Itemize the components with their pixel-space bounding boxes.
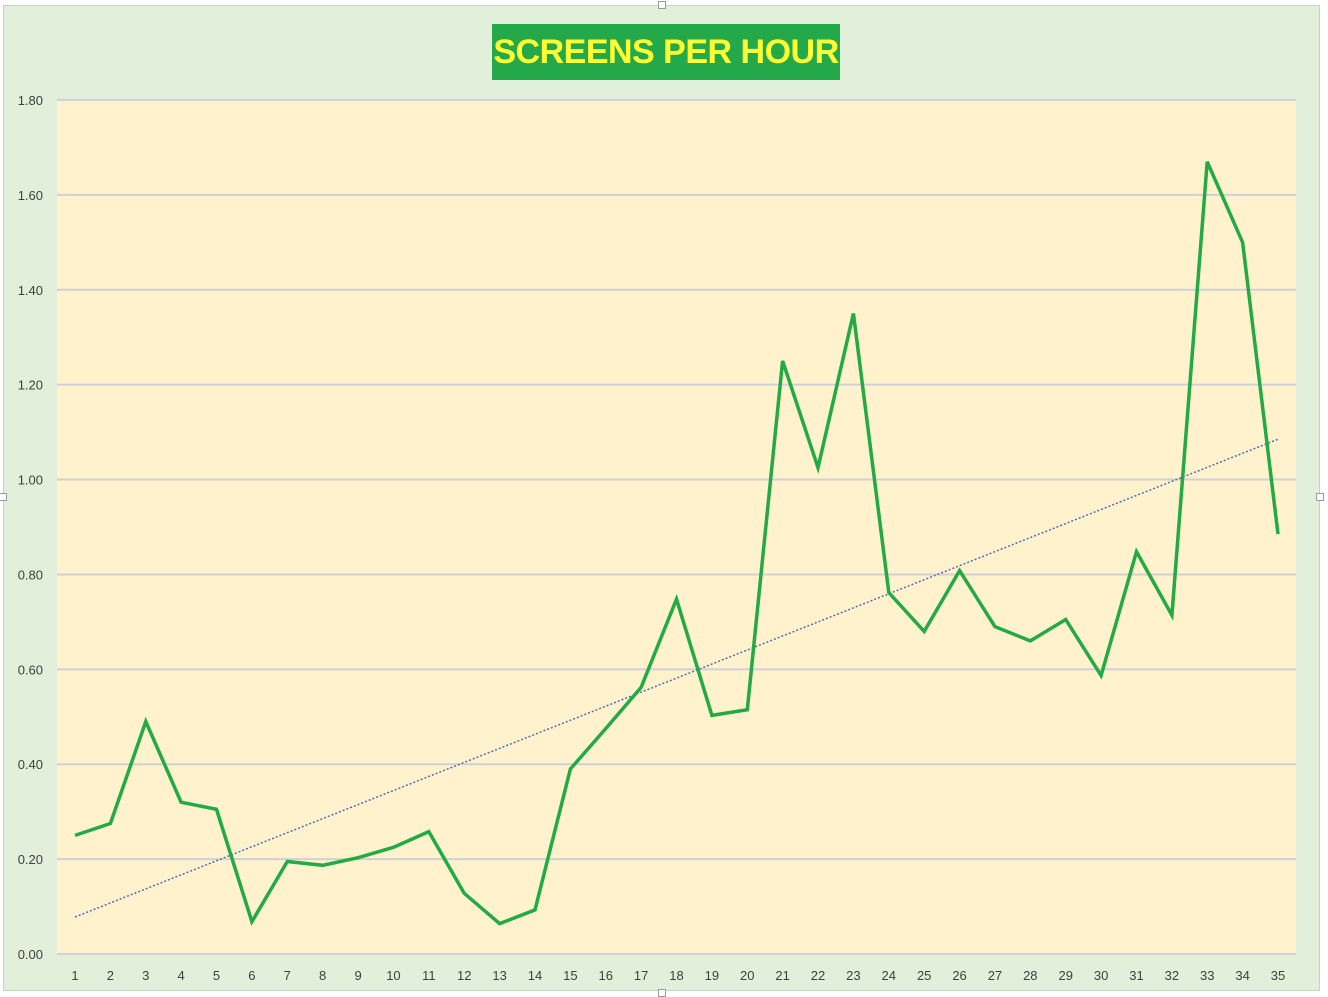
y-axis-tick-labels: 0.00 0.20 0.40 0.60 0.80 1.00 1.20 1.40 1.60 1.80 bbox=[18, 93, 43, 962]
data-point[interactable] bbox=[779, 357, 787, 365]
data-point[interactable] bbox=[1239, 238, 1247, 246]
data-point[interactable] bbox=[142, 718, 150, 726]
x-tick-label: 10 bbox=[386, 968, 400, 983]
y-tick-label: 0.20 bbox=[18, 852, 43, 867]
x-tick-label: 9 bbox=[354, 968, 361, 983]
data-point[interactable] bbox=[1203, 158, 1211, 166]
resize-handle-left[interactable] bbox=[0, 493, 7, 501]
data-point[interactable] bbox=[106, 820, 114, 828]
data-point[interactable] bbox=[708, 711, 716, 719]
data-point[interactable] bbox=[743, 706, 751, 714]
x-tick-label: 15 bbox=[563, 968, 577, 983]
data-point[interactable] bbox=[460, 889, 468, 897]
y-tick-label: 1.00 bbox=[18, 473, 43, 488]
data-point[interactable] bbox=[71, 831, 79, 839]
x-tick-label: 4 bbox=[178, 968, 185, 983]
x-tick-label: 11 bbox=[422, 968, 436, 983]
y-tick-label: 0.60 bbox=[18, 662, 43, 677]
gridlines bbox=[57, 99, 1296, 955]
x-tick-label: 25 bbox=[917, 968, 931, 983]
x-tick-label: 6 bbox=[248, 968, 255, 983]
data-point[interactable] bbox=[177, 798, 185, 806]
data-point[interactable] bbox=[213, 805, 221, 813]
x-tick-label: 30 bbox=[1094, 968, 1108, 983]
x-axis-tick-labels: 1 2 3 4 5 6 7 8 9 10 11 12 13 14 15 16 17 18 19 20 21 22 23 24 2… bbox=[71, 968, 1285, 983]
x-tick-label: 3 bbox=[142, 968, 149, 983]
data-point[interactable] bbox=[319, 861, 327, 869]
x-tick-label: 14 bbox=[528, 968, 542, 983]
data-point[interactable] bbox=[637, 683, 645, 691]
data-point[interactable] bbox=[1097, 672, 1105, 680]
resize-handle-right[interactable] bbox=[1316, 493, 1324, 501]
x-tick-label: 12 bbox=[457, 968, 471, 983]
x-tick-label: 1 bbox=[71, 968, 78, 983]
data-point[interactable] bbox=[425, 828, 433, 836]
x-tick-label: 16 bbox=[599, 968, 613, 983]
data-point[interactable] bbox=[814, 464, 822, 472]
data-point[interactable] bbox=[602, 725, 610, 733]
y-tick-label: 1.40 bbox=[18, 283, 43, 298]
y-tick-label: 1.20 bbox=[18, 378, 43, 393]
data-point[interactable] bbox=[496, 920, 504, 928]
x-tick-label: 8 bbox=[319, 968, 326, 983]
x-tick-label: 26 bbox=[952, 968, 966, 983]
data-point[interactable] bbox=[885, 588, 893, 596]
data-point[interactable] bbox=[354, 854, 362, 862]
x-tick-label: 23 bbox=[846, 968, 860, 983]
series-layer bbox=[71, 158, 1282, 928]
x-tick-label: 7 bbox=[284, 968, 291, 983]
data-point[interactable] bbox=[991, 623, 999, 631]
x-tick-label: 22 bbox=[811, 968, 825, 983]
x-tick-label: 32 bbox=[1165, 968, 1179, 983]
data-point[interactable] bbox=[1062, 616, 1070, 624]
x-tick-label: 18 bbox=[669, 968, 683, 983]
data-point[interactable] bbox=[1168, 611, 1176, 619]
x-tick-label: 13 bbox=[492, 968, 506, 983]
y-tick-label: 1.80 bbox=[18, 93, 43, 108]
x-tick-label: 33 bbox=[1200, 968, 1214, 983]
data-point[interactable] bbox=[389, 843, 397, 851]
chart-title[interactable]: SCREENS PER HOUR bbox=[492, 24, 840, 80]
x-tick-label: 31 bbox=[1129, 968, 1143, 983]
x-tick-label: 19 bbox=[705, 968, 719, 983]
x-tick-label: 17 bbox=[634, 968, 648, 983]
data-point[interactable] bbox=[1026, 637, 1034, 645]
y-tick-label: 1.60 bbox=[18, 188, 43, 203]
x-tick-label: 29 bbox=[1058, 968, 1072, 983]
data-point[interactable] bbox=[673, 595, 681, 603]
y-tick-label: 0.40 bbox=[18, 757, 43, 772]
x-tick-label: 2 bbox=[107, 968, 114, 983]
y-tick-label: 0.80 bbox=[18, 567, 43, 582]
x-tick-label: 20 bbox=[740, 968, 754, 983]
data-point[interactable] bbox=[849, 310, 857, 318]
data-point[interactable] bbox=[956, 567, 964, 575]
data-point[interactable] bbox=[248, 918, 256, 926]
x-tick-label: 34 bbox=[1235, 968, 1249, 983]
data-point[interactable] bbox=[531, 906, 539, 914]
x-tick-label: 21 bbox=[775, 968, 789, 983]
series-line-screens-per-hour[interactable] bbox=[74, 160, 1280, 926]
x-tick-label: 27 bbox=[988, 968, 1002, 983]
plot-area[interactable] bbox=[57, 100, 1296, 954]
data-point[interactable] bbox=[566, 765, 574, 773]
data-point[interactable] bbox=[920, 627, 928, 635]
x-tick-label: 24 bbox=[882, 968, 896, 983]
data-point[interactable] bbox=[283, 857, 291, 865]
x-tick-label: 5 bbox=[213, 968, 220, 983]
data-point[interactable] bbox=[1274, 530, 1282, 538]
x-tick-label: 35 bbox=[1271, 968, 1285, 983]
x-tick-label: 28 bbox=[1023, 968, 1037, 983]
resize-handle-top[interactable] bbox=[658, 1, 666, 9]
data-point[interactable] bbox=[1132, 548, 1140, 556]
y-tick-label: 0.00 bbox=[18, 947, 43, 962]
